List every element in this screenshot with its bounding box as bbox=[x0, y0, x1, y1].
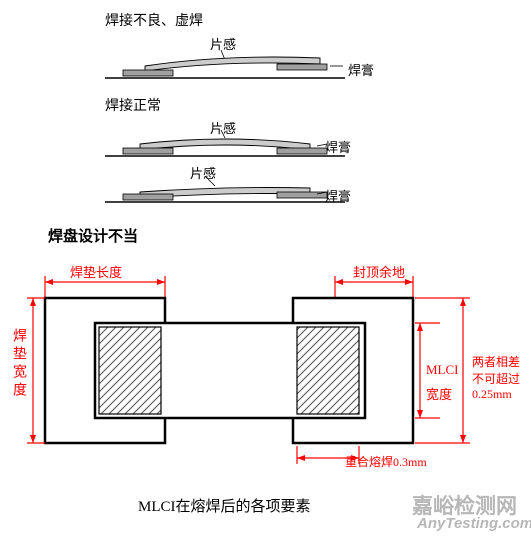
bad-pad-design-title: 焊盘设计不当 bbox=[48, 225, 138, 246]
paste-label-1: 焊膏 bbox=[348, 60, 374, 79]
good-solder-diagram-2 bbox=[105, 176, 345, 206]
watermark-line2: AnyTesting.com bbox=[417, 515, 531, 532]
good-solder-diagram-1 bbox=[105, 130, 345, 160]
mlci-diagram bbox=[25, 258, 520, 473]
good-solder-title: 焊接正常 bbox=[105, 95, 161, 115]
bad-solder-diagram bbox=[105, 48, 345, 83]
bad-solder-title: 焊接不良、虚焊 bbox=[105, 10, 203, 30]
caption: MLCI在熔焊后的各项要素 bbox=[138, 495, 311, 516]
